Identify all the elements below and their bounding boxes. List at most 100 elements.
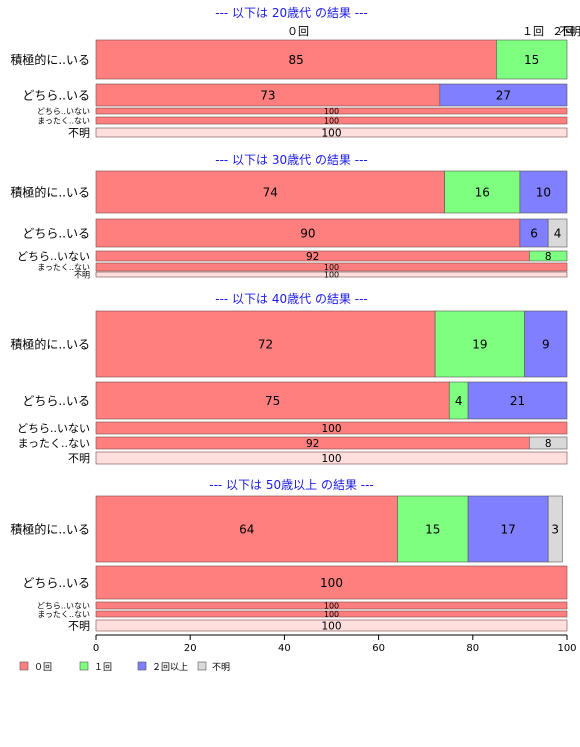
- value-label: 15: [524, 53, 539, 67]
- category-label: 不明: [68, 127, 90, 140]
- bar-segment: [95, 381, 450, 420]
- panel-title: --- 以下は 40歳代 の結果 ---: [215, 292, 368, 306]
- category-label: どちら..いる: [22, 394, 90, 408]
- row-somewhat: どちら..いる 90 6 4: [22, 218, 568, 248]
- panel-title: --- 以下は 20歳代 の結果 ---: [215, 6, 368, 20]
- legend-entry: ０回: [19, 661, 52, 673]
- row-not-at-all: まったく..ない 100: [37, 116, 568, 126]
- legend-swatch: [137, 661, 147, 671]
- bar-segment: [519, 218, 549, 248]
- category-label: 積極的に..いる: [10, 52, 90, 67]
- panel-4: --- 以下は 50歳以上 の結果 --- 積極的に..いる 64 15 17 3 どちら.…: [10, 478, 568, 633]
- legend-swatch: [79, 661, 89, 671]
- bar-segment: [439, 83, 568, 107]
- row-unknown: 不明 100: [68, 451, 568, 465]
- row-somewhat: どちら..いる 73 27: [22, 83, 568, 107]
- value-label: 100: [321, 423, 341, 435]
- value-label: 8: [545, 251, 552, 263]
- bar-segment: [529, 250, 568, 262]
- category-label: どちら..いない: [37, 602, 90, 611]
- value-label: 92: [306, 251, 319, 263]
- row-somewhat-not: どちら..いない 100: [37, 107, 568, 116]
- bar-segment: [95, 610, 568, 618]
- legend-entry: １回: [79, 661, 112, 673]
- x-tick-label: 0: [93, 643, 99, 654]
- legend-swatch: [19, 661, 29, 671]
- value-label: 4: [455, 394, 463, 408]
- row-unknown: 不明 100: [74, 270, 568, 280]
- value-label: 27: [496, 88, 511, 102]
- category-label: どちら..いない: [17, 250, 90, 263]
- row-active: 積極的に..いる 64 15 17 3: [10, 495, 563, 563]
- bar-segment: [95, 421, 568, 435]
- value-label: 100: [321, 453, 341, 465]
- value-label: 100: [324, 610, 339, 619]
- bar-segment: [95, 495, 398, 563]
- legend-entry: 不明: [197, 661, 230, 673]
- value-label: 15: [425, 522, 440, 536]
- legend-swatch: [197, 661, 207, 671]
- top-segment-label: ２回: [552, 25, 574, 38]
- panel-1: --- 以下は 20歳代 の結果 --- 積極的に..いる 85 15 どちら..いる 7…: [10, 6, 568, 140]
- bar-segment: [95, 218, 521, 248]
- row-active: 積極的に..いる 72 19 9: [10, 310, 568, 378]
- value-label: 3: [551, 522, 559, 536]
- bar-segment: [547, 495, 563, 563]
- value-label: 90: [300, 226, 315, 240]
- legend-label: １回: [94, 662, 112, 673]
- bar-segment: [444, 170, 521, 214]
- row-somewhat: どちら..いる 75 4 21: [22, 381, 568, 420]
- value-label: 100: [320, 576, 343, 590]
- bar-segment: [95, 601, 568, 610]
- bar-segment: [95, 310, 436, 378]
- x-axis: 0 20 40 60 80 100: [93, 634, 577, 654]
- x-tick-label: 100: [557, 643, 576, 654]
- value-label: 100: [321, 127, 341, 139]
- bar-segment: [524, 310, 568, 378]
- category-label: どちら..いる: [22, 89, 90, 103]
- category-label: どちら..いる: [22, 227, 90, 241]
- value-label: 21: [510, 394, 525, 408]
- bar-segment: [95, 39, 497, 80]
- bar-segment: [397, 495, 469, 563]
- x-tick-label: 60: [372, 643, 385, 654]
- value-label: 8: [545, 438, 552, 450]
- bar-segment: [95, 170, 445, 214]
- category-label: 積極的に..いる: [10, 337, 90, 352]
- legend-label: ２回以上: [152, 662, 188, 673]
- x-tick-label: 20: [184, 643, 197, 654]
- row-active: 積極的に..いる 74 16 10: [10, 170, 568, 214]
- category-label: まったく..ない: [37, 610, 90, 619]
- category-label: どちら..いない: [17, 422, 90, 435]
- bar-segment: [95, 619, 568, 632]
- value-label: 100: [324, 601, 339, 610]
- row-somewhat-not: どちら..いない 92 8: [17, 250, 568, 263]
- row-somewhat-not: どちら..いない 100: [37, 601, 568, 611]
- row-somewhat-not: どちら..いない 100: [17, 421, 568, 435]
- value-label: 64: [239, 522, 254, 536]
- bar-segment: [519, 170, 568, 214]
- bar-segment: [529, 436, 568, 450]
- value-label: 100: [324, 270, 339, 279]
- panel-title: --- 以下は 50歳以上 の結果 ---: [209, 478, 374, 492]
- value-label: 75: [265, 394, 280, 408]
- value-label: 85: [289, 53, 304, 67]
- category-label: まったく..ない: [37, 117, 90, 126]
- value-label: 16: [475, 185, 490, 199]
- top-segment-label: 不明: [559, 25, 580, 38]
- value-label: 100: [321, 620, 341, 632]
- category-label: 不明: [68, 452, 90, 465]
- category-label: 不明: [74, 271, 90, 280]
- legend-label: ０回: [34, 662, 52, 673]
- value-label: 9: [542, 337, 550, 351]
- value-label: 100: [324, 107, 339, 116]
- row-somewhat: どちら..いる 100: [22, 565, 568, 600]
- bar-segment: [547, 218, 568, 248]
- value-label: 74: [263, 185, 278, 199]
- bar-segment: [95, 127, 568, 138]
- row-unknown: 不明 100: [68, 127, 568, 140]
- row-active: 積極的に..いる 85 15: [10, 39, 568, 80]
- value-label: 73: [260, 88, 275, 102]
- bar-segment: [95, 116, 568, 125]
